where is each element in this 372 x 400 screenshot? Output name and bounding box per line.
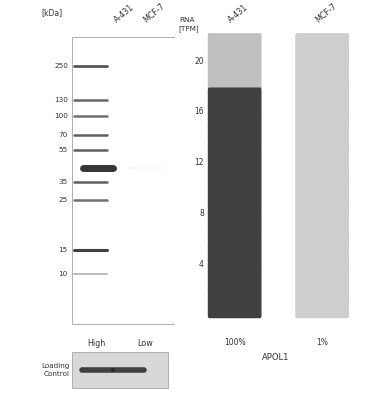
FancyBboxPatch shape — [295, 55, 349, 68]
Text: 100%: 100% — [224, 338, 246, 348]
FancyBboxPatch shape — [295, 98, 349, 112]
FancyBboxPatch shape — [208, 272, 262, 286]
FancyBboxPatch shape — [208, 142, 262, 155]
FancyBboxPatch shape — [208, 33, 262, 46]
FancyBboxPatch shape — [208, 250, 262, 264]
FancyBboxPatch shape — [208, 174, 262, 188]
FancyBboxPatch shape — [208, 164, 262, 177]
FancyBboxPatch shape — [208, 98, 262, 112]
FancyBboxPatch shape — [208, 66, 262, 79]
Text: [kDa]: [kDa] — [41, 8, 62, 18]
Text: Low: Low — [137, 339, 153, 348]
Text: 1%: 1% — [316, 338, 328, 348]
FancyBboxPatch shape — [208, 305, 262, 318]
Text: Loading
Control: Loading Control — [41, 363, 70, 377]
FancyBboxPatch shape — [295, 174, 349, 188]
FancyBboxPatch shape — [208, 207, 262, 220]
FancyBboxPatch shape — [208, 109, 262, 122]
FancyBboxPatch shape — [208, 44, 262, 57]
Text: 55: 55 — [59, 147, 68, 153]
FancyBboxPatch shape — [295, 164, 349, 177]
FancyBboxPatch shape — [295, 185, 349, 199]
Text: 70: 70 — [59, 132, 68, 138]
Text: 15: 15 — [59, 247, 68, 253]
FancyBboxPatch shape — [208, 88, 262, 101]
FancyBboxPatch shape — [208, 55, 262, 68]
FancyBboxPatch shape — [295, 77, 349, 90]
FancyBboxPatch shape — [295, 262, 349, 275]
FancyBboxPatch shape — [295, 250, 349, 264]
Text: 12: 12 — [194, 158, 204, 168]
Text: APOL1: APOL1 — [262, 353, 289, 362]
FancyBboxPatch shape — [72, 352, 168, 388]
Text: 250: 250 — [54, 63, 68, 69]
FancyBboxPatch shape — [208, 77, 262, 90]
FancyBboxPatch shape — [295, 240, 349, 253]
Text: High: High — [87, 339, 105, 348]
FancyBboxPatch shape — [295, 66, 349, 79]
Text: MCF-7: MCF-7 — [314, 2, 339, 25]
FancyBboxPatch shape — [208, 262, 262, 275]
FancyBboxPatch shape — [295, 33, 349, 46]
FancyBboxPatch shape — [208, 283, 262, 296]
FancyBboxPatch shape — [295, 196, 349, 210]
FancyBboxPatch shape — [295, 272, 349, 286]
FancyBboxPatch shape — [208, 120, 262, 133]
FancyBboxPatch shape — [295, 305, 349, 318]
FancyBboxPatch shape — [295, 120, 349, 133]
Text: 8: 8 — [199, 209, 204, 218]
Text: A-431: A-431 — [227, 3, 250, 25]
FancyBboxPatch shape — [295, 153, 349, 166]
FancyBboxPatch shape — [208, 131, 262, 144]
Text: 130: 130 — [54, 98, 68, 104]
FancyBboxPatch shape — [295, 294, 349, 307]
Text: 4: 4 — [199, 260, 204, 269]
Text: RNA
[TPM]: RNA [TPM] — [179, 18, 199, 32]
FancyBboxPatch shape — [295, 218, 349, 231]
FancyBboxPatch shape — [72, 37, 175, 324]
FancyBboxPatch shape — [295, 109, 349, 122]
Text: 10: 10 — [59, 271, 68, 277]
FancyBboxPatch shape — [295, 88, 349, 101]
FancyBboxPatch shape — [295, 44, 349, 57]
FancyBboxPatch shape — [208, 218, 262, 231]
Text: 25: 25 — [59, 197, 68, 203]
FancyBboxPatch shape — [295, 229, 349, 242]
FancyBboxPatch shape — [208, 185, 262, 199]
Text: 35: 35 — [59, 179, 68, 185]
Text: 100: 100 — [54, 112, 68, 118]
FancyBboxPatch shape — [295, 131, 349, 144]
Text: 16: 16 — [194, 108, 204, 116]
FancyBboxPatch shape — [208, 153, 262, 166]
FancyBboxPatch shape — [295, 283, 349, 296]
FancyBboxPatch shape — [208, 294, 262, 307]
FancyBboxPatch shape — [208, 240, 262, 253]
FancyBboxPatch shape — [208, 229, 262, 242]
Text: A-431: A-431 — [113, 3, 137, 25]
FancyBboxPatch shape — [295, 142, 349, 155]
Text: MCF-7: MCF-7 — [142, 2, 167, 25]
FancyBboxPatch shape — [208, 196, 262, 210]
Text: 20: 20 — [194, 56, 204, 66]
FancyBboxPatch shape — [295, 207, 349, 220]
